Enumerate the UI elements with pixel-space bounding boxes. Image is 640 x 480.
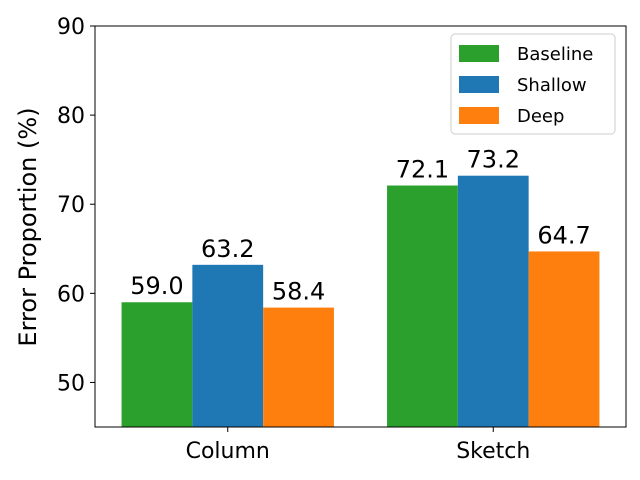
x-tick-label-sketch: Sketch	[456, 439, 530, 464]
data-label-shallow-sketch: 73.2	[467, 146, 520, 174]
plot-frame	[94, 25, 627, 428]
x-axis: Column Sketch	[186, 427, 530, 464]
y-axis: 50 60 70 80 90	[57, 15, 95, 396]
data-label-baseline-column: 59.0	[130, 272, 183, 300]
y-tick-label: 60	[57, 282, 85, 307]
bar-deep-sketch	[528, 251, 600, 427]
x-tick-label-column: Column	[186, 439, 270, 464]
legend: Baseline Shallow Deep	[450, 33, 616, 135]
y-tick-label: 50	[57, 371, 85, 396]
data-label-shallow-column: 63.2	[201, 235, 254, 263]
bar-baseline-sketch	[387, 185, 458, 427]
bar-shallow-sketch	[457, 175, 529, 427]
bar-labels-group: 59.0 72.1 63.2 73.2 58.4 64.7	[130, 146, 591, 306]
y-tick-label: 80	[57, 104, 85, 129]
bar-baseline-column	[121, 302, 193, 427]
y-tick-label: 90	[57, 15, 85, 40]
y-tick-label: 70	[57, 193, 85, 218]
bar-deep-column	[263, 307, 334, 427]
legend-swatch-baseline	[459, 45, 499, 62]
legend-swatch-shallow	[459, 76, 499, 93]
data-label-deep-column: 58.4	[272, 278, 325, 306]
legend-label-shallow: Shallow	[517, 75, 587, 96]
bars-group	[121, 175, 600, 427]
legend-swatch-deep	[459, 107, 499, 124]
legend-label-deep: Deep	[517, 106, 564, 127]
data-label-baseline-sketch: 72.1	[396, 156, 449, 184]
legend-label-baseline: Baseline	[517, 44, 593, 65]
bar-shallow-column	[192, 264, 264, 427]
y-axis-label: Error Proportion (%)	[14, 107, 42, 346]
data-label-deep-sketch: 64.7	[537, 221, 590, 249]
